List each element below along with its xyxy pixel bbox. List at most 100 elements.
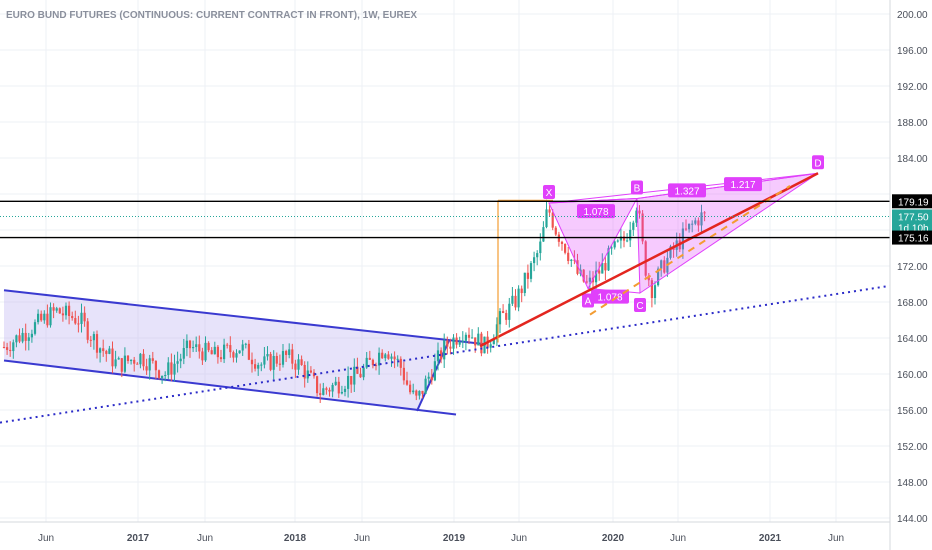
point-label-box	[631, 180, 643, 195]
candle-body	[86, 321, 89, 340]
candle-body	[151, 358, 154, 361]
candle-body	[474, 337, 477, 346]
candle-body	[316, 376, 319, 394]
candle-body	[418, 390, 421, 396]
candle-body	[359, 373, 362, 378]
candle-body	[381, 352, 384, 359]
candle-body	[52, 307, 55, 311]
candle-body	[179, 358, 182, 362]
ratio-label: 1.078	[597, 293, 622, 304]
channel-upper-line	[3, 289, 487, 346]
candle-body	[405, 380, 409, 385]
descending-channel	[3, 289, 487, 416]
candle-body	[402, 367, 405, 381]
candle-body	[142, 353, 145, 367]
candle-body	[89, 339, 92, 341]
candle-body	[219, 357, 223, 360]
candle-body	[396, 358, 399, 360]
candle-body	[446, 340, 449, 347]
y-tick-label: 196.00	[897, 46, 928, 57]
candle-body	[164, 374, 167, 376]
x-tick-label: Jun	[828, 533, 844, 544]
y-tick-label: 160.00	[897, 370, 928, 381]
price-axis[interactable]: 200.00 196.00 192.00 188.00 184.00 172.00 168.…	[889, 0, 932, 550]
candle-body	[576, 260, 579, 274]
candle-body	[492, 339, 495, 345]
candle-body	[74, 318, 77, 324]
candle-body	[604, 262, 607, 271]
candle-body	[334, 381, 337, 385]
candle-body	[232, 352, 235, 358]
candle-body	[390, 356, 393, 359]
candle-body	[430, 376, 433, 381]
candle-body	[21, 332, 24, 342]
price-tag-box	[892, 209, 932, 224]
candle-body	[350, 375, 353, 385]
candle-body	[340, 391, 343, 394]
candle-body	[226, 344, 229, 346]
candle-body	[505, 312, 508, 320]
candle-body	[170, 362, 173, 375]
candle-body	[24, 332, 27, 341]
candle-body	[508, 303, 511, 320]
candle-body	[303, 364, 306, 379]
candle-body	[347, 375, 350, 389]
orange-dashed-line	[589, 185, 791, 316]
y-tick-label: 184.00	[897, 154, 928, 165]
candle-body	[105, 351, 108, 354]
candle-body	[278, 363, 281, 365]
ratio-label: 1.327	[674, 186, 699, 197]
point-label: B	[634, 184, 641, 195]
candle-body	[2, 347, 6, 348]
candle-body	[111, 348, 114, 367]
candle-body	[387, 354, 390, 359]
candle-body	[250, 359, 254, 365]
ratio-label: 1.217	[730, 180, 755, 191]
candle-body	[229, 345, 232, 353]
ratio-label-box	[591, 289, 629, 304]
y-tick-label: 188.00	[897, 118, 928, 129]
candle-body	[650, 280, 653, 299]
ratio-label-box	[577, 204, 615, 219]
x-tick-label: 2020	[602, 533, 625, 544]
candle-body	[297, 359, 300, 370]
candle-body	[161, 375, 164, 378]
y-tick-label: 144.00	[897, 514, 928, 525]
candle-body	[585, 281, 588, 283]
point-label: D	[814, 158, 821, 169]
candle-body	[120, 358, 123, 372]
candle-body	[502, 311, 505, 313]
candle-body	[139, 353, 142, 365]
candle-body	[610, 247, 613, 249]
candle-body	[626, 240, 629, 242]
candle-body	[130, 359, 133, 362]
candle-body	[223, 344, 226, 360]
candle-body	[477, 333, 480, 346]
candle-body	[133, 359, 136, 364]
candle-body	[384, 354, 387, 359]
candle-body	[204, 342, 207, 361]
candle-body	[455, 337, 458, 345]
candle-body	[520, 288, 523, 294]
x-tick-label: Jun	[38, 533, 54, 544]
candles	[2, 199, 706, 404]
price-tag-label: 1d 10h	[898, 223, 929, 234]
candle-body	[443, 340, 446, 360]
price-tag-label: 175.16	[898, 234, 929, 245]
candle-body	[464, 334, 467, 341]
candle-body	[331, 384, 334, 392]
candle-body	[374, 365, 378, 367]
candle-body	[294, 363, 297, 370]
candle-body	[536, 253, 539, 258]
y-tick-label: 168.00	[897, 298, 928, 309]
candle-body	[285, 351, 288, 355]
candle-body	[526, 272, 529, 279]
candle-body	[210, 350, 213, 355]
candle-body	[235, 353, 238, 358]
grid	[0, 0, 890, 522]
candle-body	[260, 364, 263, 366]
time-axis[interactable]: Jun 2017 Jun 2018 Jun 2019 Jun 2020 Jun 2021 Jun	[0, 521, 890, 544]
candle-body	[92, 334, 95, 341]
candle-body	[433, 361, 436, 381]
